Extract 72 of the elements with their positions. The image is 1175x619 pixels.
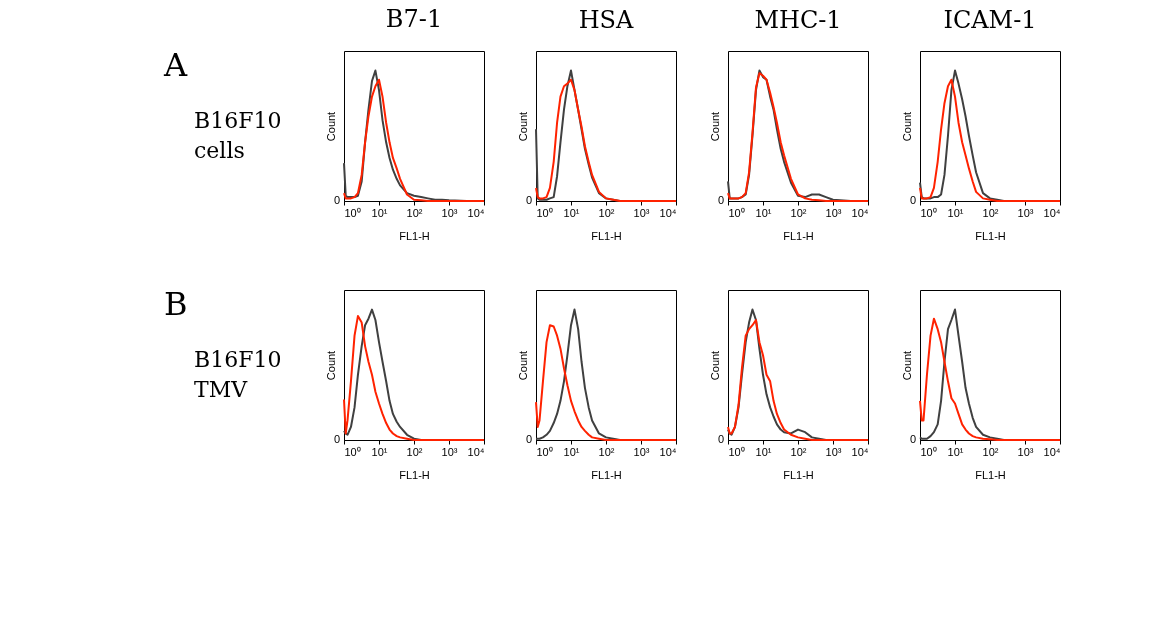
chart-title: B7-1 — [385, 5, 443, 33]
x-tick-label: 10¹ — [947, 445, 964, 458]
x-tick-label: 10² — [598, 206, 615, 219]
x-tick-label: 10⁴ — [1043, 206, 1061, 219]
text: 0 — [333, 433, 340, 445]
x-axis-title: FL1-H — [591, 229, 622, 242]
x-tick-label: 10² — [790, 445, 807, 458]
x-axis-title: FL1-H — [783, 229, 814, 242]
y-axis-title: Count — [324, 350, 337, 381]
x-tick-label: 10⁰ — [344, 445, 361, 458]
text: 0 — [909, 194, 916, 206]
x-tick-label: 10⁰ — [344, 206, 361, 219]
x-tick-label: 10¹ — [947, 206, 964, 219]
x-tick-label: 10⁰ — [536, 206, 553, 219]
x-tick-label: 10¹ — [755, 206, 772, 219]
text: 0 — [525, 194, 532, 206]
x-tick-label: 10³ — [441, 445, 458, 458]
y-axis-title: Count — [708, 111, 721, 142]
x-tick-label: 10² — [790, 206, 807, 219]
x-tick-label: 10³ — [825, 206, 842, 219]
x-tick-label: 10⁰ — [728, 445, 745, 458]
x-tick-label: 10⁰ — [920, 445, 937, 458]
chart-title: ICAM-1 — [943, 6, 1037, 34]
text: B16F10 TMV — [194, 347, 282, 402]
x-tick-label: 10⁴ — [659, 445, 677, 458]
text: 0 — [717, 433, 724, 445]
text: 0 — [909, 433, 916, 445]
text: B — [164, 285, 188, 323]
x-tick-label: 10³ — [1017, 206, 1034, 219]
x-axis-title: FL1-H — [399, 229, 430, 242]
x-tick-label: 10¹ — [371, 206, 388, 219]
y-axis-title: Count — [900, 350, 913, 381]
y-axis-title: Count — [516, 111, 529, 142]
chart-title: MHC-1 — [754, 6, 842, 34]
y-axis-title: Count — [516, 350, 529, 381]
x-axis-title: FL1-H — [591, 468, 622, 481]
text: B16F10 cells — [194, 108, 282, 163]
text: 0 — [717, 194, 724, 206]
x-tick-label: 10¹ — [563, 206, 580, 219]
x-tick-label: 10¹ — [755, 445, 772, 458]
x-axis-title: FL1-H — [975, 468, 1006, 481]
x-tick-label: 10² — [406, 206, 423, 219]
text: 0 — [333, 194, 340, 206]
x-tick-label: 10⁴ — [851, 445, 869, 458]
x-axis-title: FL1-H — [783, 468, 814, 481]
x-axis-title: FL1-H — [975, 229, 1006, 242]
x-tick-label: 10¹ — [563, 445, 580, 458]
chart-title: HSA — [578, 6, 635, 34]
x-tick-label: 10⁴ — [467, 206, 485, 219]
x-tick-label: 10⁴ — [851, 206, 869, 219]
x-tick-label: 10⁴ — [1043, 445, 1061, 458]
x-tick-label: 10² — [406, 445, 423, 458]
x-tick-label: 10³ — [441, 206, 458, 219]
x-tick-label: 10⁴ — [659, 206, 677, 219]
x-tick-label: 10³ — [825, 445, 842, 458]
x-tick-label: 10³ — [633, 206, 650, 219]
x-axis-title: FL1-H — [399, 468, 430, 481]
text: 0 — [525, 433, 532, 445]
x-tick-label: 10² — [598, 445, 615, 458]
x-tick-label: 10² — [982, 445, 999, 458]
x-tick-label: 10¹ — [371, 445, 388, 458]
text: A — [163, 46, 188, 84]
y-axis-title: Count — [708, 350, 721, 381]
x-tick-label: 10³ — [1017, 445, 1034, 458]
x-tick-label: 10⁰ — [920, 206, 937, 219]
x-tick-label: 10⁰ — [536, 445, 553, 458]
x-tick-label: 10³ — [633, 445, 650, 458]
x-tick-label: 10² — [982, 206, 999, 219]
y-axis-title: Count — [324, 111, 337, 142]
x-tick-label: 10⁴ — [467, 445, 485, 458]
x-tick-label: 10⁰ — [728, 206, 745, 219]
y-axis-title: Count — [900, 111, 913, 142]
